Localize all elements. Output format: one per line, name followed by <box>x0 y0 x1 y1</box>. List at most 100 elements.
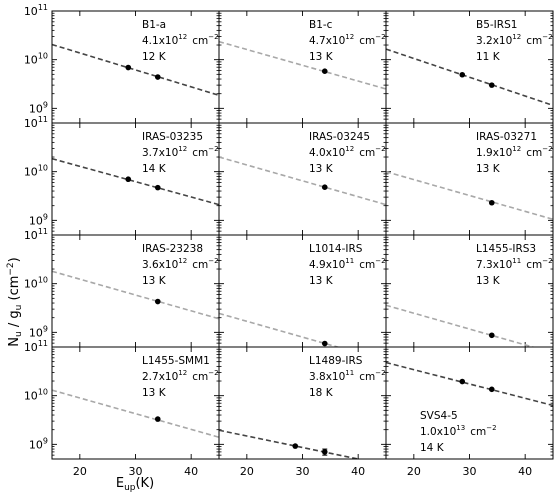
fit-line <box>52 270 219 320</box>
fit-line <box>386 170 553 221</box>
panel-temperature: 14 K <box>142 163 167 175</box>
panel-column-density: 4.7x1012 cm−2 <box>309 33 386 47</box>
y-tick-label: 109 <box>29 324 48 339</box>
column-density-mantissa: 2.7x10 <box>142 371 178 383</box>
data-point <box>125 176 132 183</box>
fit-line <box>386 361 553 407</box>
x-tick-label: 20 <box>407 465 421 478</box>
y-tick-exponent: 10 <box>38 164 48 173</box>
panel-column-density: 3.2x1012 cm−2 <box>476 33 553 47</box>
x-tick-label: 40 <box>184 465 198 478</box>
column-density-exponent: 12 <box>512 33 521 41</box>
fit-line <box>52 157 219 206</box>
column-density-unit: cm <box>192 147 208 159</box>
column-density-unit: cm <box>470 426 486 438</box>
panel-temperature: 13 K <box>476 275 501 287</box>
column-density-mantissa: 1.0x10 <box>420 426 456 438</box>
y-tick-base: 10 <box>24 54 38 67</box>
y-tick-base: 10 <box>24 390 38 403</box>
column-density-exponent: 11 <box>345 257 354 265</box>
y-tick-label: 1011 <box>24 227 48 242</box>
y-tick-exponent: 9 <box>43 212 48 221</box>
column-density-exponent: 13 <box>456 424 465 432</box>
column-density-unit-exponent: −2 <box>375 33 385 41</box>
data-point <box>459 71 466 78</box>
y-tick-base: 10 <box>29 102 43 115</box>
column-density-unit-exponent: −2 <box>375 145 385 153</box>
y-tick-label: 109 <box>29 436 48 451</box>
column-density-exponent: 12 <box>178 369 187 377</box>
x-tick-label: 40 <box>351 465 365 478</box>
column-density-exponent: 12 <box>178 257 187 265</box>
fit-line <box>219 312 341 347</box>
y-tick-base: 10 <box>24 341 38 354</box>
column-density-mantissa: 7.3x10 <box>476 259 512 271</box>
column-density-unit-exponent: −2 <box>486 424 496 432</box>
panel-source-name: B1-c <box>309 19 333 31</box>
panel-column-density: 4.9x1011 cm−2 <box>309 257 386 271</box>
data-point <box>321 68 328 74</box>
panel-source-name: L1455-IRS3 <box>476 243 536 255</box>
y-tick-exponent: 9 <box>43 436 48 445</box>
y-tick-base: 10 <box>24 278 38 291</box>
y-tick-base: 10 <box>24 229 38 242</box>
data-point <box>488 199 495 206</box>
y-tick-exponent: 11 <box>38 115 48 124</box>
column-density-unit: cm <box>526 147 542 159</box>
y-tick-base: 10 <box>24 166 38 179</box>
fit-line <box>52 389 219 439</box>
y-tick-label: 109 <box>29 212 48 227</box>
y-tick-label: 1011 <box>24 339 48 354</box>
column-density-exponent: 12 <box>345 33 354 41</box>
column-density-mantissa: 4.9x10 <box>309 259 345 271</box>
y-tick-exponent: 9 <box>43 100 48 109</box>
x-tick-label: 20 <box>73 465 87 478</box>
column-density-exponent: 12 <box>178 33 187 41</box>
panel-temperature: 12 K <box>142 51 167 63</box>
x-tick-label: 20 <box>240 465 254 478</box>
data-point <box>459 378 466 385</box>
panel-temperature: 13 K <box>142 275 167 287</box>
panel-source-name: IRAS-03245 <box>309 131 370 143</box>
y-tick-exponent: 11 <box>38 3 48 12</box>
y-tick-label: 1010 <box>24 276 48 291</box>
x-tick-label: 30 <box>463 465 477 478</box>
panel-temperature: 13 K <box>309 51 334 63</box>
y-axis-label: Nu / gu (cm−2) <box>6 257 24 346</box>
panel-source-name: L1014-IRS <box>309 243 363 255</box>
column-density-unit-exponent: −2 <box>208 145 218 153</box>
panel-temperature: 14 K <box>420 442 445 454</box>
y-tick-exponent: 11 <box>38 339 48 348</box>
panel-source-name: IRAS-03235 <box>142 131 203 143</box>
data-point <box>488 82 495 88</box>
column-density-mantissa: 3.8x10 <box>309 371 345 383</box>
column-density-unit-exponent: −2 <box>208 257 218 265</box>
y-tick-base: 10 <box>29 438 43 451</box>
y-tick-label: 1011 <box>24 3 48 18</box>
data-point <box>292 443 299 449</box>
panel-source-name: IRAS-23238 <box>142 243 203 255</box>
column-density-unit: cm <box>359 35 375 47</box>
axis-labels: Eup(K) Nu / gu (cm−2) <box>6 257 154 493</box>
panel-source-name: SVS4-5 <box>420 410 458 422</box>
panel-column-density: 3.6x1012 cm−2 <box>142 257 219 271</box>
data-point <box>154 184 161 191</box>
panel-column-density: 1.9x1012 cm−2 <box>476 145 553 159</box>
panel-source-name: IRAS-03271 <box>476 131 537 143</box>
column-density-mantissa: 4.1x10 <box>142 35 178 47</box>
y-tick-exponent: 10 <box>38 276 48 285</box>
column-density-mantissa: 3.2x10 <box>476 35 512 47</box>
fit-line <box>386 48 553 107</box>
y-tick-base: 10 <box>24 117 38 130</box>
panel-frame <box>385 346 554 460</box>
column-density-unit-exponent: −2 <box>542 145 552 153</box>
data-point <box>154 416 161 422</box>
fit-line <box>386 304 536 347</box>
fit-line <box>219 429 362 459</box>
column-density-unit: cm <box>192 371 208 383</box>
y-tick-exponent: 10 <box>38 52 48 61</box>
column-density-mantissa: 1.9x10 <box>476 147 512 159</box>
